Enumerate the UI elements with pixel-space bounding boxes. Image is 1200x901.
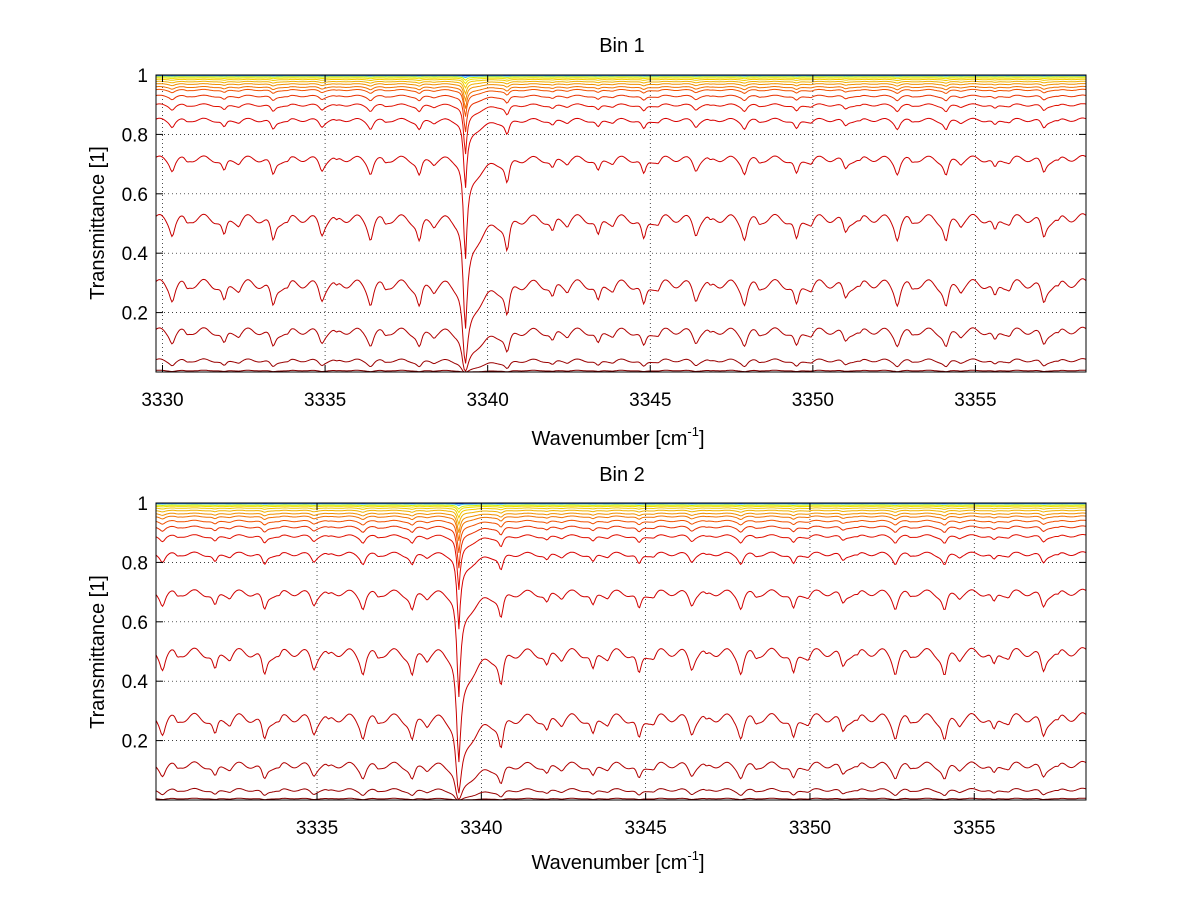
chart-title: Bin 1 (599, 35, 645, 57)
y-tick-label: 0.2 (122, 304, 148, 325)
series-line (155, 551, 1087, 630)
series-line (155, 797, 1087, 801)
panel-bin-1: Bin 1 3330 3335 3340 3345 3350 3355 0.2 0.4 0.6 0… (87, 35, 1087, 450)
series-line (155, 88, 1087, 117)
series-line (156, 75, 1086, 79)
series-line (155, 80, 1087, 96)
series-line (155, 588, 1087, 698)
series-line (155, 117, 1087, 188)
series-lines (155, 502, 1087, 801)
series-line (156, 78, 1087, 89)
y-axis-label: Transmittance [1] (87, 146, 109, 300)
series-line (155, 83, 1087, 103)
y-tick-label: 0.6 (122, 185, 148, 206)
series-line (155, 326, 1087, 373)
y-axis-label: Transmittance [1] (87, 575, 109, 729)
series-line (156, 503, 1086, 507)
series-line (155, 155, 1087, 259)
x-tick-label: 3335 (296, 818, 338, 839)
x-tick-label: 3335 (304, 390, 346, 411)
series-line (155, 213, 1087, 329)
x-tick-label: 3345 (629, 390, 671, 411)
chart-title: Bin 2 (599, 464, 645, 486)
series-line (155, 519, 1087, 553)
series-line (156, 77, 1086, 85)
axes-box (155, 502, 1087, 801)
axes-box (155, 74, 1087, 373)
series-line (155, 787, 1087, 801)
panel-bin-2: Bin 2 3335 3340 3345 3350 33550.20.40.60.81 … (87, 464, 1087, 874)
x-axis-label: Wavenumber [cm-1] (531, 424, 704, 450)
series-line (155, 504, 1086, 510)
ticks: 3335 3340 3345 3350 3355 0.2 0.4 0.6 0.8 1 (122, 494, 1086, 839)
y-tick-label: 1 (137, 494, 148, 515)
x-tick-label: 3345 (625, 818, 667, 839)
series-line (155, 94, 1087, 133)
x-tick-label: 3355 (953, 818, 995, 839)
series-line (155, 647, 1087, 763)
series-line (155, 85, 1087, 109)
series-line (155, 358, 1087, 373)
series-line (155, 509, 1087, 527)
x-tick-label: 3350 (792, 390, 834, 411)
series-line (155, 534, 1087, 590)
series-line (155, 103, 1087, 155)
y-tick-label: 0.8 (122, 125, 148, 146)
series-line (155, 525, 1087, 569)
ticks: 3330 3335 3340 3345 3350 3355 0.2 0.4 0.6 0.8 1 (122, 66, 1086, 411)
series-line (155, 712, 1087, 794)
series-line (155, 760, 1087, 801)
y-tick-label: 0.2 (122, 732, 148, 753)
x-axis-label: Wavenumber [cm-1] (531, 848, 704, 874)
series-line (155, 515, 1087, 542)
series-line (155, 507, 1086, 519)
y-tick-label: 0.4 (122, 244, 149, 265)
y-tick-label: 0.8 (122, 553, 148, 574)
x-tick-label: 3340 (467, 390, 509, 411)
x-tick-label: 3330 (141, 390, 183, 411)
x-tick-label: 3340 (460, 818, 502, 839)
series-line (155, 512, 1087, 533)
x-tick-label: 3350 (789, 818, 831, 839)
y-tick-label: 0.6 (122, 613, 148, 634)
y-tick-label: 1 (137, 66, 148, 87)
y-tick-label: 0.4 (122, 672, 149, 693)
series-line (155, 505, 1086, 514)
series-line (155, 369, 1087, 373)
series-line (155, 76, 1086, 81)
x-tick-label: 3355 (954, 390, 996, 411)
series-line (155, 278, 1087, 364)
